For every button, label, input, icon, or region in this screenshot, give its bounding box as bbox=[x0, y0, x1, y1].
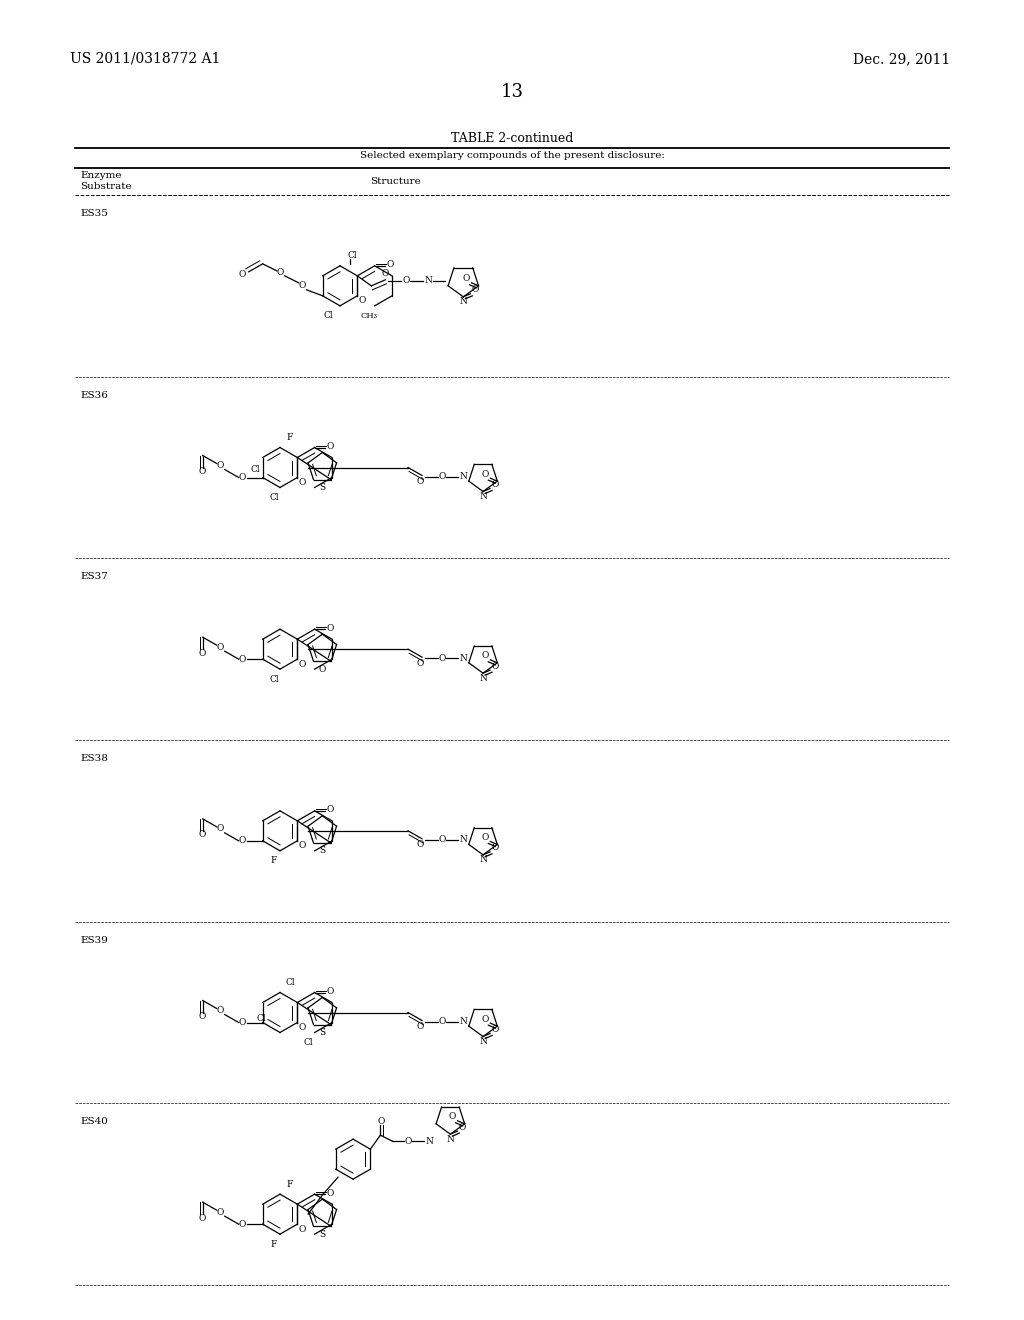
Text: O: O bbox=[217, 643, 224, 652]
Text: O: O bbox=[239, 655, 247, 664]
Text: O: O bbox=[217, 461, 224, 470]
Text: N: N bbox=[424, 276, 432, 285]
Text: O: O bbox=[492, 661, 499, 671]
Text: ES40: ES40 bbox=[80, 1117, 108, 1126]
Text: N: N bbox=[479, 1038, 487, 1045]
Text: O: O bbox=[492, 843, 499, 853]
Text: O: O bbox=[199, 648, 207, 657]
Text: Cl: Cl bbox=[256, 1014, 266, 1023]
Text: O: O bbox=[217, 1006, 224, 1015]
Text: F: F bbox=[270, 1239, 278, 1249]
Text: Cl: Cl bbox=[269, 492, 279, 502]
Text: Cl: Cl bbox=[347, 251, 356, 260]
Text: O: O bbox=[438, 653, 445, 663]
Text: O: O bbox=[298, 1225, 306, 1234]
Text: N: N bbox=[425, 1137, 433, 1146]
Text: N: N bbox=[479, 492, 487, 502]
Text: O: O bbox=[481, 833, 489, 842]
Text: O: O bbox=[217, 824, 224, 833]
Text: O: O bbox=[239, 271, 247, 280]
Text: CH₃: CH₃ bbox=[360, 312, 377, 319]
Text: O: O bbox=[382, 269, 389, 279]
Text: O: O bbox=[327, 623, 334, 632]
Text: Structure: Structure bbox=[370, 177, 421, 186]
Text: N: N bbox=[459, 836, 467, 845]
Text: O: O bbox=[481, 1015, 489, 1023]
Text: O: O bbox=[449, 1113, 457, 1121]
Text: ES35: ES35 bbox=[80, 209, 108, 218]
Text: 13: 13 bbox=[501, 83, 523, 102]
Text: O: O bbox=[318, 665, 326, 673]
Text: O: O bbox=[327, 987, 334, 997]
Text: Cl: Cl bbox=[304, 1038, 313, 1047]
Text: O: O bbox=[481, 651, 489, 660]
Text: Cl: Cl bbox=[251, 465, 260, 474]
Text: S: S bbox=[319, 846, 326, 855]
Text: ES37: ES37 bbox=[80, 573, 108, 581]
Text: O: O bbox=[417, 659, 424, 668]
Text: O: O bbox=[459, 1123, 466, 1131]
Text: US 2011/0318772 A1: US 2011/0318772 A1 bbox=[70, 51, 220, 66]
Text: O: O bbox=[239, 1220, 247, 1229]
Text: O: O bbox=[417, 1022, 424, 1031]
Text: ES38: ES38 bbox=[80, 754, 108, 763]
Text: O: O bbox=[463, 275, 470, 284]
Text: N: N bbox=[459, 653, 467, 663]
Text: Selected exemplary compounds of the present disclosure:: Selected exemplary compounds of the pres… bbox=[359, 150, 665, 160]
Text: TABLE 2-continued: TABLE 2-continued bbox=[451, 132, 573, 145]
Text: O: O bbox=[298, 478, 306, 487]
Text: O: O bbox=[199, 467, 207, 477]
Text: O: O bbox=[327, 1189, 334, 1197]
Text: Substrate: Substrate bbox=[80, 182, 132, 191]
Text: N: N bbox=[446, 1135, 455, 1143]
Text: O: O bbox=[402, 276, 410, 285]
Text: O: O bbox=[199, 830, 207, 840]
Text: Enzyme: Enzyme bbox=[80, 172, 122, 180]
Text: N: N bbox=[459, 1016, 467, 1026]
Text: ES39: ES39 bbox=[80, 936, 108, 945]
Text: O: O bbox=[327, 805, 334, 814]
Text: Cl: Cl bbox=[286, 978, 295, 987]
Text: S: S bbox=[319, 1028, 326, 1038]
Text: O: O bbox=[387, 260, 394, 269]
Text: O: O bbox=[239, 473, 247, 482]
Text: O: O bbox=[472, 285, 479, 294]
Text: O: O bbox=[481, 470, 489, 479]
Text: O: O bbox=[417, 841, 424, 849]
Text: O: O bbox=[438, 473, 445, 480]
Text: O: O bbox=[298, 1023, 306, 1032]
Text: S: S bbox=[319, 1230, 326, 1238]
Text: O: O bbox=[404, 1137, 412, 1146]
Text: O: O bbox=[298, 660, 306, 669]
Text: F: F bbox=[287, 1180, 293, 1189]
Text: O: O bbox=[438, 836, 445, 845]
Text: O: O bbox=[417, 477, 424, 486]
Text: Cl: Cl bbox=[324, 312, 333, 321]
Text: O: O bbox=[199, 1012, 207, 1020]
Text: Dec. 29, 2011: Dec. 29, 2011 bbox=[853, 51, 950, 66]
Text: O: O bbox=[492, 1026, 499, 1034]
Text: F: F bbox=[270, 857, 278, 866]
Text: N: N bbox=[460, 297, 467, 306]
Text: O: O bbox=[217, 1208, 224, 1217]
Text: O: O bbox=[378, 1117, 385, 1126]
Text: N: N bbox=[479, 855, 487, 865]
Text: O: O bbox=[438, 1016, 445, 1026]
Text: ES36: ES36 bbox=[80, 391, 108, 400]
Text: O: O bbox=[327, 442, 334, 451]
Text: O: O bbox=[492, 480, 499, 488]
Text: O: O bbox=[276, 268, 285, 277]
Text: O: O bbox=[239, 837, 247, 845]
Text: N: N bbox=[479, 673, 487, 682]
Text: F: F bbox=[287, 433, 293, 442]
Text: O: O bbox=[298, 841, 306, 850]
Text: S: S bbox=[319, 483, 326, 492]
Text: O: O bbox=[199, 1213, 207, 1222]
Text: O: O bbox=[299, 281, 306, 290]
Text: Cl: Cl bbox=[269, 675, 279, 684]
Text: O: O bbox=[358, 296, 366, 305]
Text: O: O bbox=[239, 1018, 247, 1027]
Text: N: N bbox=[459, 473, 467, 480]
